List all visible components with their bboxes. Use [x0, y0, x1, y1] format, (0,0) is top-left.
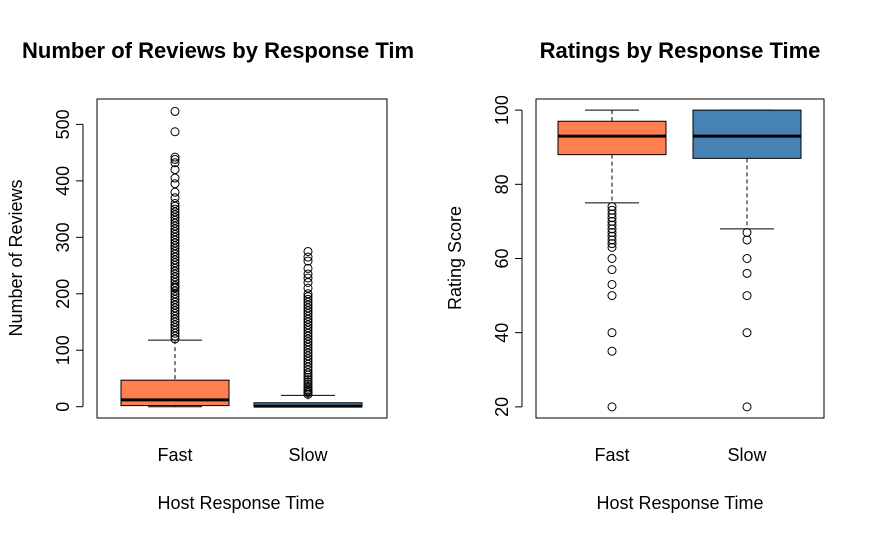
reviews-x-axis: Fast Slow — [157, 445, 328, 465]
reviews-x-tick-label-fast: Fast — [157, 445, 192, 465]
reviews-slow-outlier-point — [303, 381, 313, 391]
ratings-fast-outlier-point — [607, 346, 617, 356]
reviews-y-axis: 0 100 200 300 400 500 — [53, 109, 84, 412]
ratings-y-tick-label: 80 — [492, 174, 512, 194]
ratings-fast-outlier-point — [607, 279, 617, 289]
ratings-fast-box — [557, 120, 667, 156]
reviews-slow-outlier-point — [303, 263, 313, 273]
ratings-slow-outlier-point — [742, 228, 752, 238]
ratings-fast-outlier-point — [607, 213, 617, 223]
ratings-slow-outlier-point — [742, 291, 752, 301]
ratings-slow-outlier-point — [742, 402, 752, 412]
ratings-fast-outlier-point — [607, 228, 617, 238]
ratings-y-tick-label: 20 — [492, 397, 512, 417]
reviews-fast-outlier-point — [170, 158, 180, 168]
ratings-slow-outlier-point — [742, 268, 752, 278]
ratings-y-axis-label: Rating Score — [445, 206, 465, 310]
reviews-chart-title: Number of Reviews by Response Tim — [22, 38, 414, 63]
ratings-fast-outlier-point — [607, 291, 617, 301]
reviews-slow-outlier-point — [303, 269, 313, 279]
reviews-fast-outlier-point — [170, 106, 180, 116]
ratings-plot-frame — [535, 98, 825, 419]
ratings-panel: Ratings by Response Time 20 40 60 80 100 Fas… — [445, 38, 825, 513]
reviews-y-tick-label: 500 — [53, 109, 73, 139]
ratings-fast-outlier-point — [607, 205, 617, 215]
reviews-y-tick-label: 100 — [53, 335, 73, 365]
ratings-fast-outlier-point — [607, 265, 617, 275]
ratings-x-axis-label: Host Response Time — [596, 493, 763, 513]
reviews-fast-outlier-point — [170, 187, 180, 197]
ratings-boxes — [557, 109, 802, 412]
ratings-x-axis: Fast Slow — [594, 445, 767, 465]
reviews-slow-outlier-point — [303, 283, 313, 293]
reviews-fast-outlier-point — [170, 154, 180, 164]
reviews-slow-outlier-point — [303, 273, 313, 283]
reviews-x-tick-label-slow: Slow — [288, 445, 328, 465]
ratings-fast-outlier-point — [607, 202, 617, 212]
reviews-slow-outlier-point — [303, 252, 313, 262]
reviews-fast-outlier-point — [170, 179, 180, 189]
reviews-fast-outlier-point — [170, 165, 180, 175]
ratings-slow-outlier-point — [742, 235, 752, 245]
reviews-slow-outlier-point — [303, 289, 313, 299]
reviews-fast-outlier-point — [170, 198, 180, 208]
reviews-slow-outlier-point — [303, 246, 313, 256]
reviews-x-axis-label: Host Response Time — [157, 493, 324, 513]
reviews-panel: Number of Reviews by Response Tim 0 100 20… — [6, 38, 414, 513]
reviews-y-tick-label: 400 — [53, 166, 73, 196]
reviews-fast-outlier-point — [170, 173, 180, 183]
ratings-fast-outlier-point — [607, 235, 617, 245]
reviews-y-tick-label: 300 — [53, 222, 73, 252]
ratings-x-tick-label-slow: Slow — [727, 445, 767, 465]
reviews-slow-outlier-point — [303, 256, 313, 266]
reviews-y-tick-label: 0 — [53, 402, 73, 412]
ratings-chart-title: Ratings by Response Time — [540, 38, 821, 63]
reviews-plot-frame — [96, 98, 388, 419]
ratings-fast-outlier-point — [607, 224, 617, 234]
ratings-fast-outlier-point — [607, 231, 617, 241]
ratings-fast-outlier-point — [607, 242, 617, 252]
ratings-slow-outlier-point — [742, 328, 752, 338]
reviews-y-tick-label: 200 — [53, 279, 73, 309]
reviews-slow-outlier-point — [303, 372, 313, 382]
ratings-slow-outlier-point — [742, 254, 752, 263]
ratings-fast-outlier-point — [607, 209, 617, 219]
ratings-y-axis: 20 40 60 80 100 — [492, 95, 523, 417]
ratings-y-tick-label: 100 — [492, 95, 512, 125]
reviews-slow-outlier-point — [303, 294, 313, 304]
reviews-y-axis-label: Number of Reviews — [6, 179, 26, 336]
ratings-fast-outlier-point — [607, 239, 617, 249]
ratings-slow-box — [692, 109, 802, 159]
ratings-fast-outlier-point — [607, 216, 617, 226]
ratings-y-tick-label: 60 — [492, 248, 512, 268]
reviews-boxes — [120, 106, 363, 408]
ratings-y-tick-label: 40 — [492, 323, 512, 343]
reviews-slow-outlier-point — [303, 379, 313, 389]
ratings-fast-outlier-point — [607, 328, 617, 338]
reviews-fast-outlier-point — [170, 204, 180, 214]
ratings-fast-outlier-point — [607, 402, 617, 412]
reviews-slow-outlier-point — [303, 375, 313, 385]
ratings-fast-outlier-point — [607, 254, 617, 263]
ratings-fast-outlier-point — [607, 220, 617, 230]
title-clip-mask — [438, 30, 478, 70]
ratings-x-tick-label-fast: Fast — [594, 445, 629, 465]
reviews-slow-outlier-point — [303, 377, 313, 387]
reviews-fast-outlier-point — [170, 193, 180, 203]
reviews-fast-box — [120, 379, 230, 407]
reviews-fast-outlier-point — [170, 152, 180, 162]
reviews-fast-outlier-point — [170, 127, 180, 137]
